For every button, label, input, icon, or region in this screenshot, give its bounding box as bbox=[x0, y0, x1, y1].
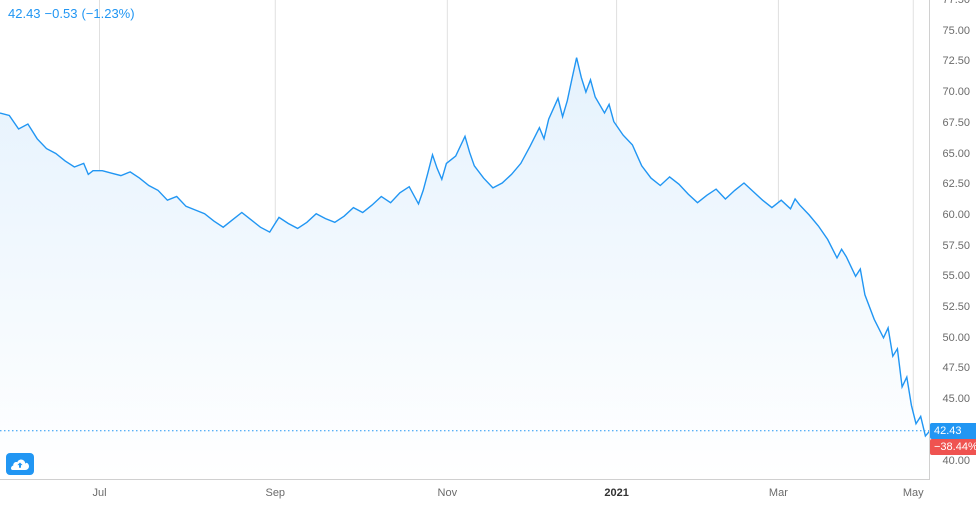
y-tick-label: 65.00 bbox=[942, 148, 970, 160]
y-tick-label: 77.50 bbox=[942, 0, 970, 6]
last-price: 42.43 bbox=[8, 6, 41, 21]
current-price-flag: 42.43 bbox=[930, 423, 976, 439]
y-tick-label: 75.00 bbox=[942, 25, 970, 37]
y-tick-label: 50.00 bbox=[942, 332, 970, 344]
y-tick-label: 72.50 bbox=[942, 55, 970, 67]
chart-plot[interactable] bbox=[0, 0, 930, 507]
y-tick-label: 60.00 bbox=[942, 209, 970, 221]
y-tick-label: 45.00 bbox=[942, 393, 970, 405]
stock-chart: 42.43 −0.53 (−1.23%) 77.50 75.00 72.50 70.0… bbox=[0, 0, 976, 507]
y-tick-label: 70.00 bbox=[942, 86, 970, 98]
price-area bbox=[0, 58, 930, 479]
y-tick-label: 40.00 bbox=[942, 455, 970, 467]
price-change-pct: (−1.23%) bbox=[81, 6, 134, 21]
camera-cloud-icon bbox=[11, 457, 29, 471]
price-change: −0.53 bbox=[45, 6, 78, 21]
pct-change-flag: −38.44% bbox=[930, 439, 976, 455]
x-tick-label: Mar bbox=[769, 487, 788, 499]
y-tick-label: 52.50 bbox=[942, 301, 970, 313]
x-tick-label: Sep bbox=[265, 487, 285, 499]
x-axis: Jul Sep Nov 2021 Mar May bbox=[0, 483, 930, 507]
y-tick-label: 57.50 bbox=[942, 240, 970, 252]
y-tick-label: 67.50 bbox=[942, 117, 970, 129]
x-tick-label: May bbox=[903, 487, 924, 499]
y-tick-label: 62.50 bbox=[942, 178, 970, 190]
x-tick-label: 2021 bbox=[604, 487, 628, 499]
x-tick-label: Jul bbox=[92, 487, 106, 499]
y-tick-label: 47.50 bbox=[942, 362, 970, 374]
quote-header: 42.43 −0.53 (−1.23%) bbox=[8, 6, 135, 21]
x-tick-label: Nov bbox=[438, 487, 458, 499]
y-tick-label: 55.00 bbox=[942, 270, 970, 282]
snapshot-button[interactable] bbox=[6, 453, 34, 475]
